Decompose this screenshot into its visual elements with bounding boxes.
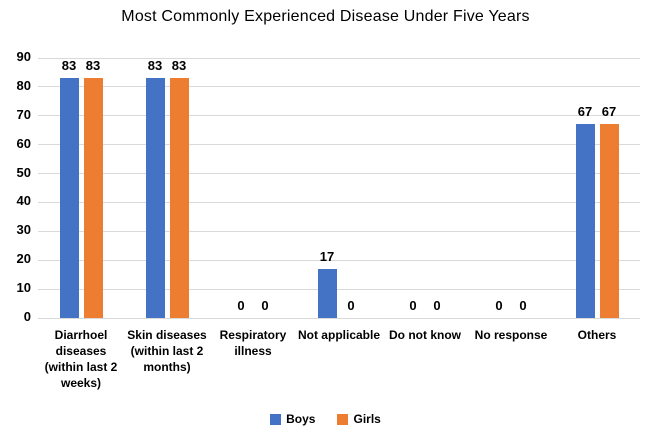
bar-girls-0 [83,78,103,318]
bar-girls-1 [169,78,189,318]
data-label-boys-5: 0 [495,298,503,313]
x-axis-category-label: Do not know [389,328,461,342]
x-axis-category-label: Diarrhoel diseases (within last 2 weeks) [44,328,118,390]
bar-boys-1 [145,78,165,318]
gridline [38,230,640,232]
x-axis-category-label: Respiratory illness [219,328,287,358]
y-axis-tick-label: 20 [16,251,31,267]
chart-legend: Boys Girls [0,412,651,426]
y-axis-tick-label: 90 [16,49,31,64]
legend-swatch-icon [270,413,282,425]
y-axis-tick-label: 80 [16,77,31,93]
data-label-girls-6: 67 [601,104,617,120]
data-label-girls-5: 0 [519,298,527,313]
data-label-boys-4: 0 [409,298,417,313]
y-axis-tick-label: 40 [16,193,31,209]
gridline [38,201,640,203]
x-axis-category-label: Skin diseases (within last 2 months) [127,328,207,374]
chart-title: Most Commonly Experienced Disease Under … [121,8,530,25]
x-axis-category-label: Others [577,328,617,342]
gridline [38,288,640,290]
y-axis-tick-label: 30 [16,222,31,238]
data-label-boys-6: 67 [577,104,593,120]
gridline [38,317,640,319]
legend-label: Boys [286,412,316,426]
data-label-girls-1: 83 [171,58,187,74]
y-axis-tick-label: 70 [16,106,31,122]
data-label-girls-4: 0 [433,298,441,313]
gridline [38,115,640,117]
legend-label: Girls [353,412,381,426]
gridline [38,57,640,59]
data-label-boys-0: 83 [61,58,77,74]
bar-boys-0 [59,78,79,318]
x-axis-category-label: Not applicable [297,328,380,342]
y-axis-tick-label: 50 [16,164,31,180]
x-axis-category-label: No response [474,328,548,342]
gridline [38,144,640,146]
bar-girls-6 [599,124,619,318]
y-axis-tick-label: 0 [23,309,31,324]
legend-item-girls: Girls [337,412,381,426]
legend-item-boys: Boys [270,412,315,426]
legend-swatch-icon [337,413,349,425]
y-axis-tick-label: 60 [16,135,31,151]
data-label-girls-2: 0 [261,298,269,313]
data-label-girls-3: 0 [347,298,355,313]
data-label-boys-1: 83 [147,58,163,74]
data-label-boys-2: 0 [237,298,245,313]
bar-boys-6 [575,124,595,318]
bar-boys-3 [317,268,337,318]
data-label-boys-3: 17 [319,248,335,264]
gridline [38,86,640,88]
y-axis-tick-label: 10 [16,280,31,296]
data-label-girls-0: 83 [85,58,101,74]
gridline [38,259,640,261]
gridline [38,173,640,175]
